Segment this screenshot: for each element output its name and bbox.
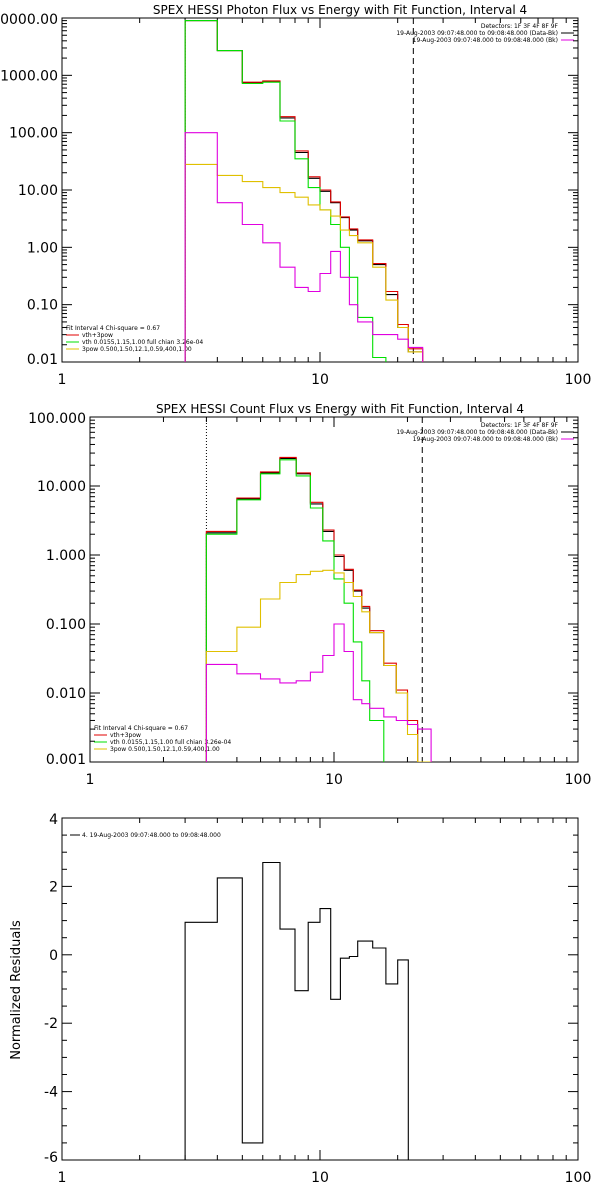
y-tick-label: 0.010 bbox=[46, 686, 86, 702]
y-tick-label: 0.001 bbox=[46, 752, 86, 768]
series-line-0 bbox=[184, 861, 409, 1160]
fit-legend: Fit Interval 4 Chi-square = 0.67 vth+3po… bbox=[94, 725, 231, 753]
plot-area bbox=[184, 20, 424, 362]
background-interval-text: 19-Aug-2003 09:07:48.000 to 09:08:48.000… bbox=[413, 436, 558, 443]
series-line-3 bbox=[184, 163, 424, 362]
x-tick-label: 10 bbox=[325, 772, 343, 788]
residuals-chart: Normalized Residuals 4 2 0 -2 -4 -6 1 10… bbox=[9, 812, 591, 1186]
count-flux-chart: SPEX HESSI Count Flux vs Energy with Fit… bbox=[28, 402, 591, 788]
plot-area bbox=[205, 456, 432, 762]
series-line-1 bbox=[205, 456, 432, 762]
y-tick-label: -4 bbox=[44, 1085, 58, 1101]
y-tick-label: 0.10 bbox=[27, 298, 58, 314]
y-tick-label: 100.000 bbox=[28, 411, 86, 427]
y-tick-label: -2 bbox=[44, 1016, 58, 1032]
background-interval-text: 19-Aug-2003 09:07:48.000 to 09:08:48.000… bbox=[413, 37, 558, 44]
y-tick-label: 1000.00 bbox=[0, 68, 58, 84]
y-tick-label: 10.00 bbox=[18, 183, 58, 199]
y-tick-label: 10.000 bbox=[37, 479, 86, 495]
chart-title: SPEX HESSI Count Flux vs Energy with Fit… bbox=[156, 402, 524, 416]
y-tick-label: 0.100 bbox=[46, 617, 86, 633]
fit-model-text: vth+3pow bbox=[82, 332, 113, 339]
x-tick-label: 100 bbox=[565, 772, 592, 788]
fit-3pow-text: 3pow 0.500,1.50,12.1,0.59,400,1.00 bbox=[82, 346, 192, 353]
residual-legend-text: 4. 19-Aug-2003 09:07:48.000 to 09:08:48.… bbox=[82, 832, 221, 839]
x-axis-ticks: 1 10 100 bbox=[58, 1170, 592, 1186]
y-tick-label: 1.000 bbox=[46, 548, 86, 564]
x-tick-label: 1 bbox=[58, 372, 67, 388]
data-interval-text: 19-Aug-2003 09:07:48.000 to 09:08:48.000… bbox=[396, 30, 558, 37]
x-tick-label: 1 bbox=[86, 772, 95, 788]
fit-vth-text: vth 0.0155,1.15,1.00 full chian 3.26e-04 bbox=[110, 739, 231, 746]
y-tick-label: 100.00 bbox=[9, 126, 58, 142]
y-tick-label: -6 bbox=[44, 1150, 58, 1166]
info-block: Detectors: 1F 3F 4F 8F 9F 19-Aug-2003 09… bbox=[396, 422, 558, 443]
fit-model-text: vth+3pow bbox=[110, 732, 141, 739]
series-line-4 bbox=[184, 132, 424, 362]
series-line-0 bbox=[184, 20, 424, 362]
y-tick-label: 0.01 bbox=[27, 352, 58, 368]
y-tick-label: 1.00 bbox=[27, 240, 58, 256]
y-axis-ticks: 100.000 10.000 1.000 0.100 0.010 0.001 bbox=[28, 411, 86, 768]
x-axis-ticks: 1 10 100 bbox=[86, 772, 592, 788]
y-axis-label: Normalized Residuals bbox=[9, 920, 24, 1060]
plot-frame bbox=[89, 416, 579, 763]
x-tick-label: 10 bbox=[311, 1170, 329, 1186]
fit-interval-text: Fit Interval 4 Chi-square = 0.67 bbox=[94, 725, 188, 732]
fit-interval-text: Fit Interval 4 Chi-square = 0.67 bbox=[66, 325, 160, 332]
series-line-1 bbox=[184, 20, 424, 362]
series-line-3 bbox=[205, 569, 432, 762]
y-axis-ticks: 4 2 0 -2 -4 -6 bbox=[44, 812, 58, 1166]
series-line-4 bbox=[205, 623, 432, 762]
y-tick-label: 10000.00 bbox=[0, 12, 58, 28]
plot-area bbox=[184, 861, 409, 1160]
y-tick-label: 2 bbox=[49, 879, 58, 895]
y-tick-label: 0 bbox=[49, 948, 58, 964]
data-interval-text: 19-Aug-2003 09:07:48.000 to 09:08:48.000… bbox=[396, 429, 558, 436]
fit-3pow-text: 3pow 0.500,1.50,12.1,0.59,400,1.00 bbox=[110, 746, 220, 753]
fit-legend: Fit Interval 4 Chi-square = 0.67 vth+3po… bbox=[66, 325, 203, 353]
chart-title: SPEX HESSI Photon Flux vs Energy with Fi… bbox=[153, 3, 527, 17]
x-tick-label: 1 bbox=[58, 1170, 67, 1186]
series-line-2 bbox=[205, 459, 385, 762]
y-axis-ticks: 10000.00 1000.00 100.00 10.00 1.00 0.10 … bbox=[0, 12, 58, 368]
photon-flux-chart: SPEX HESSI Photon Flux vs Energy with Fi… bbox=[0, 3, 592, 388]
fit-vth-text: vth 0.0155,1.15,1.00 full chian 3.26e-04 bbox=[82, 339, 203, 346]
detectors-text: Detectors: 1F 3F 4F 8F 9F bbox=[481, 23, 559, 30]
detectors-text: Detectors: 1F 3F 4F 8F 9F bbox=[481, 422, 559, 429]
y-tick-label: 4 bbox=[49, 812, 58, 828]
x-axis-ticks: 1 10 100 bbox=[58, 372, 592, 388]
info-block: Detectors: 1F 3F 4F 8F 9F 19-Aug-2003 09… bbox=[396, 23, 558, 44]
x-tick-label: 100 bbox=[565, 1170, 592, 1186]
plot-frame bbox=[61, 817, 579, 1161]
x-tick-label: 10 bbox=[311, 372, 329, 388]
x-tick-label: 100 bbox=[565, 372, 592, 388]
